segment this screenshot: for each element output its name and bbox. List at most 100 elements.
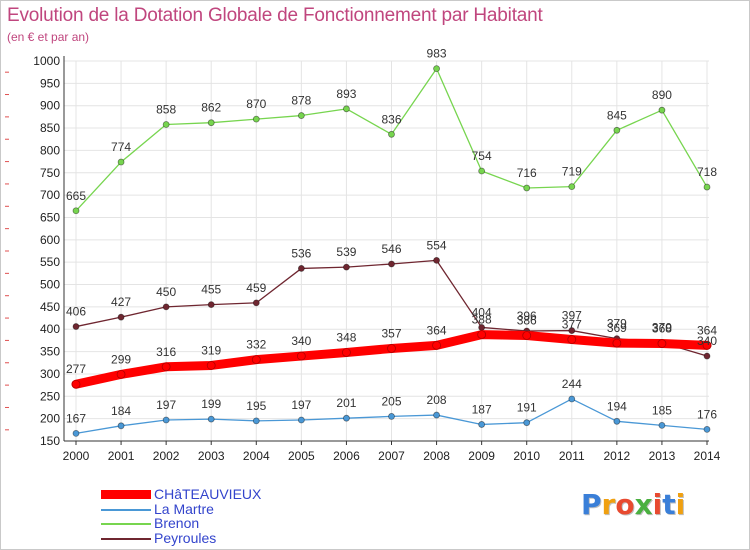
data-point: [162, 303, 170, 311]
data-point: [72, 429, 80, 437]
y-tick-label: 750: [40, 166, 60, 180]
data-point: [297, 265, 305, 272]
x-tick-label: 2010: [513, 449, 540, 463]
data-labels: 665 774 858 862 870 878 893 836 983 754 716 719 845 8…: [66, 47, 717, 426]
x-tick-label: 2000: [63, 449, 90, 463]
data-label: 357: [381, 326, 401, 340]
data-label: 316: [156, 345, 176, 359]
data-point: [251, 355, 261, 365]
y-tick-label: 500: [40, 278, 60, 292]
legend-item: Brenon: [101, 515, 321, 532]
logo-letter: r: [601, 488, 616, 521]
data-label: 718: [697, 165, 717, 179]
data-point: [207, 301, 215, 309]
x-tick-label: 2006: [333, 449, 360, 463]
data-label: 199: [201, 397, 221, 411]
data-label: 845: [607, 108, 627, 122]
legend-label: Peyroules: [154, 529, 217, 546]
data-point: [567, 335, 577, 344]
data-point: [343, 263, 350, 271]
data-label: 546: [381, 242, 401, 256]
x-tick-label: 2008: [423, 449, 450, 463]
logo-letter: P: [581, 488, 602, 521]
data-label: 364: [697, 323, 717, 337]
data-point: [207, 415, 215, 423]
data-label: 340: [291, 334, 311, 348]
data-point: [477, 330, 487, 340]
data-label: 719: [562, 165, 582, 179]
data-label: 184: [111, 404, 131, 418]
data-point: [252, 299, 260, 307]
logo-letter: x: [634, 488, 653, 521]
data-label: 386: [517, 313, 537, 327]
data-point: [432, 340, 441, 350]
data-point: [207, 119, 215, 127]
data-point: [343, 414, 350, 422]
data-point: [613, 417, 621, 425]
data-label: 716: [517, 166, 537, 180]
y-axis: 150 200 250 300 350 400 450 500 550 600 650 700 750 8…: [5, 54, 65, 448]
data-point: [568, 395, 576, 403]
data-point: [117, 422, 125, 430]
data-label: 665: [66, 189, 86, 203]
y-tick-label: 250: [40, 389, 60, 403]
data-label: 208: [427, 393, 447, 407]
data-label: 893: [336, 87, 356, 101]
data-point: [72, 207, 80, 215]
x-tick-label: 2007: [378, 449, 405, 463]
data-label: 754: [472, 149, 492, 163]
legend-swatch: [101, 537, 151, 540]
data-label: 364: [427, 323, 447, 337]
data-point: [433, 65, 440, 72]
x-tick-label: 2004: [243, 449, 270, 463]
data-label: 450: [156, 285, 176, 299]
data-label: 348: [336, 330, 356, 344]
data-label: 427: [111, 295, 131, 309]
data-label: 368: [652, 322, 672, 336]
data-point: [342, 348, 351, 357]
logo-letter: o: [615, 488, 635, 521]
data-point: [657, 339, 667, 348]
data-label: 299: [111, 352, 131, 366]
data-label: 201: [336, 396, 356, 410]
data-label: 862: [201, 101, 221, 115]
chart-title: Evolution de la Dotation Globale de Fonc…: [7, 5, 543, 26]
data-label: 377: [562, 318, 582, 332]
data-label: 191: [517, 401, 537, 415]
legend-label: CHâTEAUVIEUX: [154, 486, 262, 502]
data-label: 185: [652, 403, 672, 417]
data-label: 890: [652, 88, 672, 102]
data-point: [387, 344, 396, 353]
data-point: [252, 115, 260, 123]
data-point: [388, 260, 395, 268]
data-label: 774: [111, 140, 131, 154]
data-label: 539: [336, 245, 356, 259]
data-point: [71, 379, 81, 389]
data-point: [252, 417, 260, 425]
chart-subtitle: (en € et par an): [7, 30, 90, 44]
y-tick-label: 900: [40, 99, 60, 113]
y-tick-label: 300: [40, 367, 60, 381]
data-label: 870: [246, 97, 266, 111]
data-point: [702, 340, 712, 350]
legend-item: Peyroules: [101, 529, 321, 547]
data-point: [568, 327, 576, 334]
legend-item: La Martre: [101, 501, 321, 518]
y-tick-label: 600: [40, 233, 60, 247]
data-point: [162, 121, 170, 128]
y-tick-label: 150: [40, 434, 60, 448]
x-tick-label: 2012: [604, 449, 631, 463]
data-label: 536: [291, 246, 311, 260]
data-label: 167: [66, 411, 86, 425]
data-point: [296, 351, 306, 361]
data-label: 194: [607, 399, 627, 413]
data-label: 340: [697, 334, 717, 348]
data-point: [478, 421, 486, 428]
data-point: [658, 421, 666, 429]
y-tick-label: 850: [40, 121, 60, 135]
legend-swatch: [101, 523, 151, 525]
data-point: [613, 126, 621, 134]
x-tick-label: 2011: [559, 449, 585, 463]
